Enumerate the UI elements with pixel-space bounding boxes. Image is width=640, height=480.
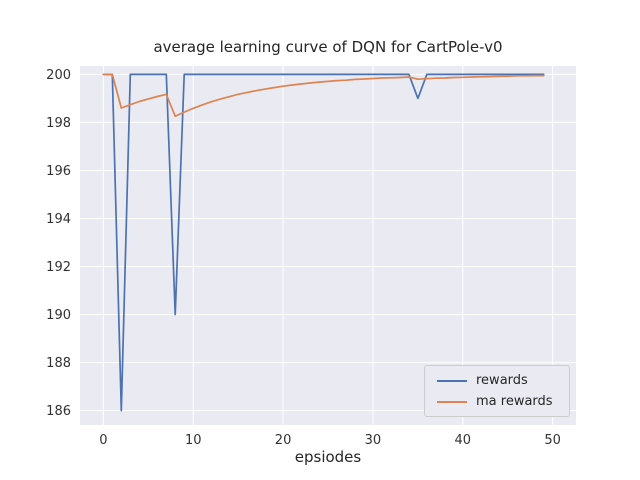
legend: rewards ma rewards: [424, 365, 570, 417]
y-tick-label: 186: [46, 404, 71, 419]
legend-line-sample: [437, 400, 467, 403]
legend-label: ma rewards: [476, 394, 553, 409]
y-tick-label: 196: [46, 164, 71, 179]
y-tick-label: 192: [46, 260, 71, 275]
x-tick-label: 10: [185, 433, 202, 448]
chart-title: average learning curve of DQN for CartPo…: [153, 38, 503, 56]
y-tick-label: 190: [46, 308, 71, 323]
x-tick-label: 30: [365, 433, 382, 448]
y-tick-label: 188: [46, 356, 71, 371]
x-tick-label: 20: [275, 433, 292, 448]
legend-line-sample: [437, 379, 467, 382]
legend-item: ma rewards: [437, 395, 557, 408]
series-line-ma-rewards: [102, 73, 545, 118]
y-tick-label: 200: [46, 68, 71, 83]
x-tick-label: 40: [455, 433, 472, 448]
y-tick-label: 194: [46, 212, 71, 227]
legend-item: rewards: [437, 374, 557, 387]
legend-label: rewards: [476, 373, 528, 388]
y-tick-label: 198: [46, 116, 71, 131]
series-line-rewards: [102, 73, 545, 412]
x-tick-label: 50: [544, 433, 561, 448]
x-tick-label: 0: [99, 433, 107, 448]
x-axis-label: epsiodes: [294, 448, 362, 466]
